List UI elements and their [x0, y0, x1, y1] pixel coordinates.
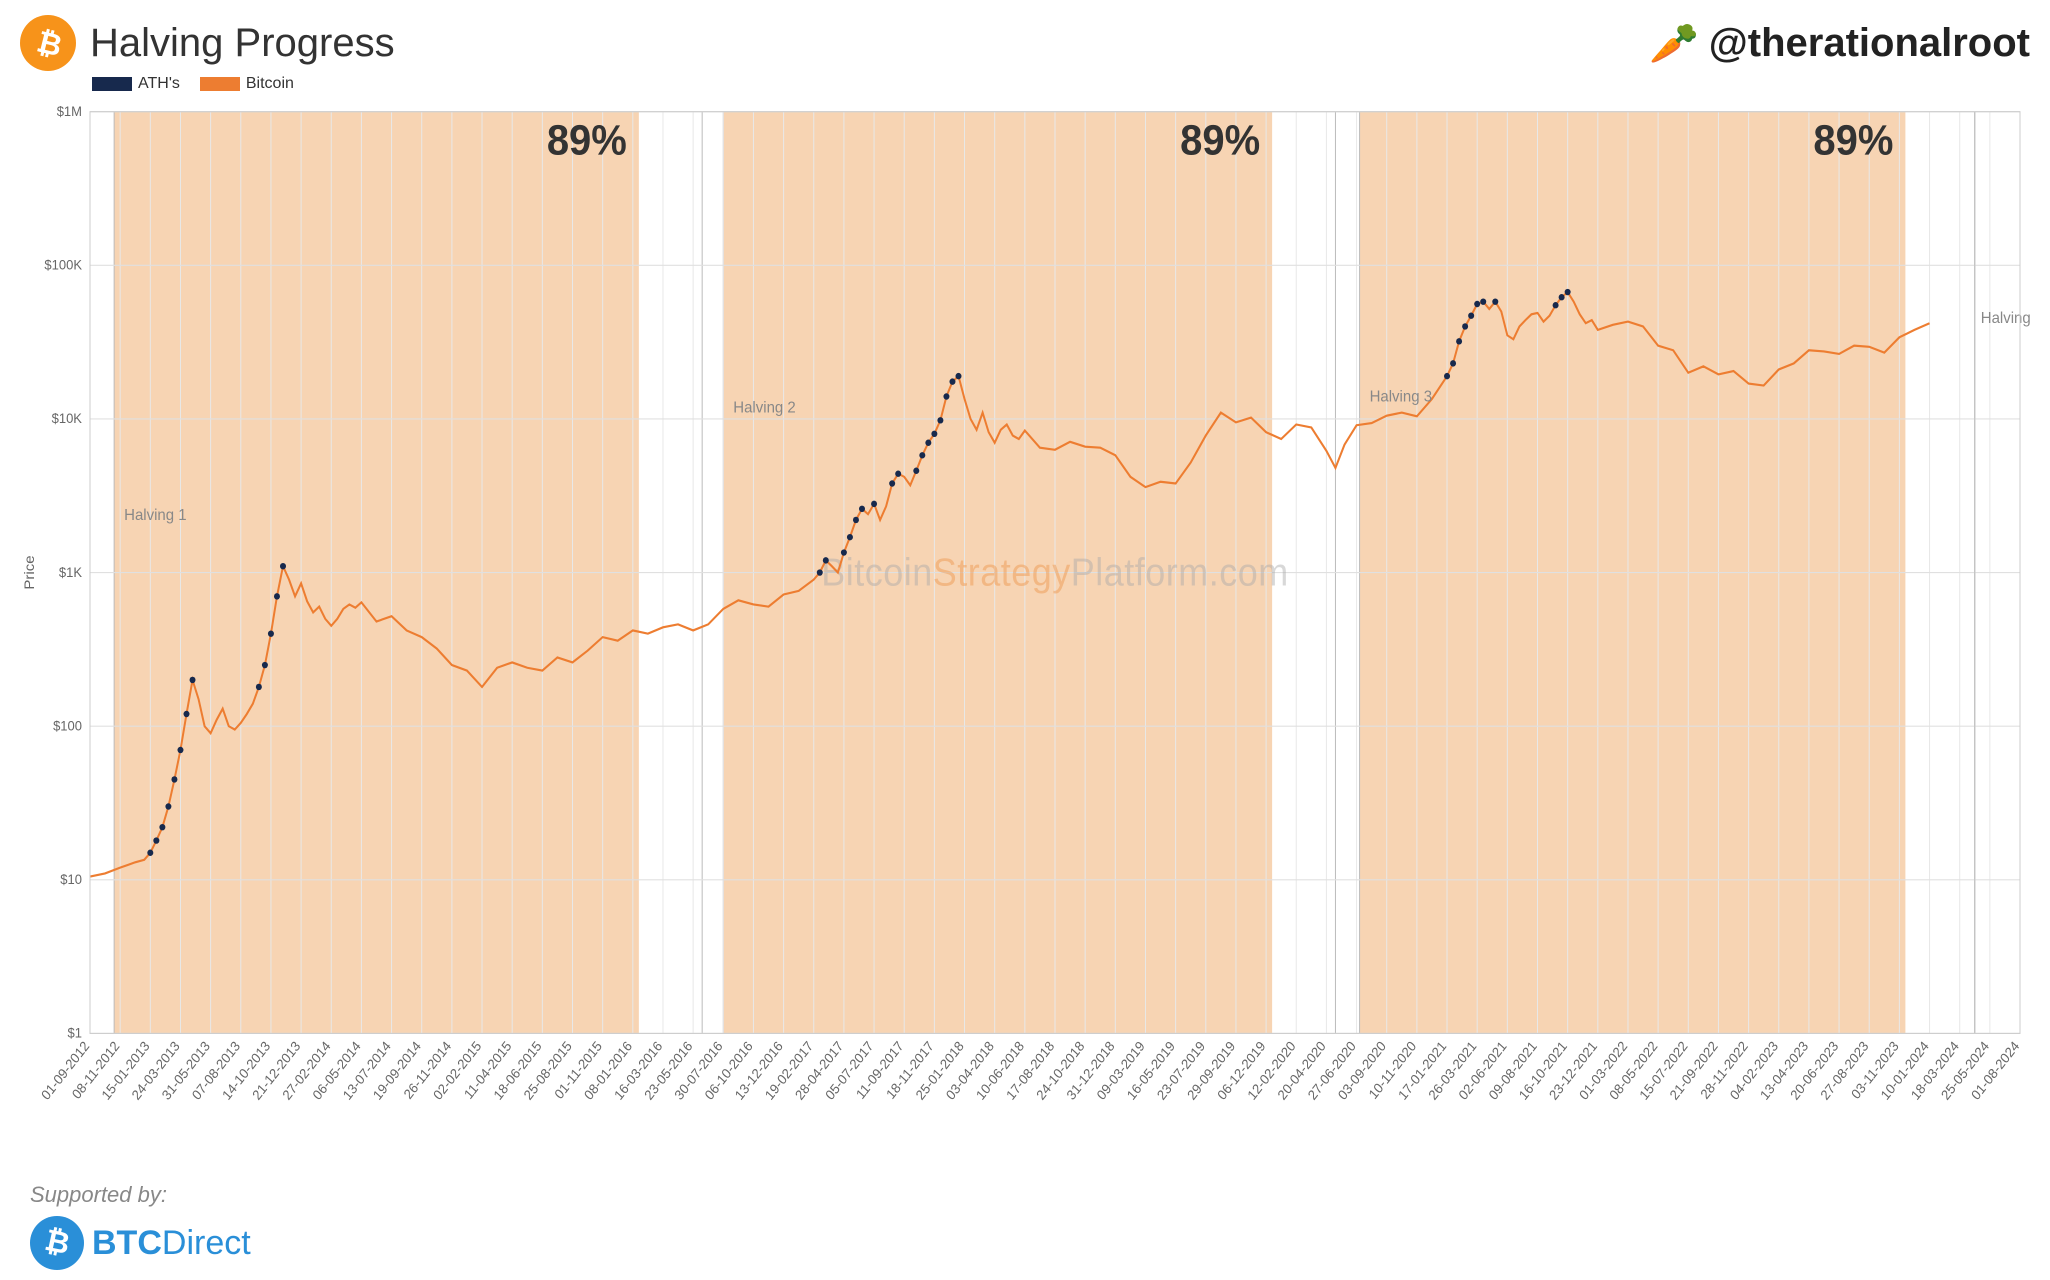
ath-point [1565, 289, 1571, 295]
ath-point [823, 557, 829, 563]
halving-label: Halving 3 [1370, 388, 1432, 406]
ath-point [268, 630, 274, 636]
ath-point [171, 776, 177, 782]
ath-point [949, 378, 955, 384]
ath-point [937, 417, 943, 423]
ath-point [847, 534, 853, 540]
author-handle: @therationalroot [1709, 21, 2030, 66]
ath-point [165, 803, 171, 809]
ath-point [147, 850, 153, 856]
svg-text:₿: ₿ [34, 25, 66, 61]
y-tick-label: $10K [52, 411, 82, 427]
ath-point [1480, 298, 1486, 304]
ath-point [256, 684, 262, 690]
progress-pct-label: 89% [547, 115, 627, 164]
y-axis-label: Price [22, 555, 37, 589]
y-tick-label: $1K [59, 564, 82, 580]
page-title: Halving Progress [90, 21, 395, 66]
ath-point [895, 470, 901, 476]
ath-point [859, 506, 865, 512]
ath-point [1492, 298, 1498, 304]
ath-point [1462, 323, 1468, 329]
y-tick-label: $100 [53, 718, 82, 734]
carrot-icon: 🥕 [1649, 20, 1699, 67]
ath-point [871, 501, 877, 507]
chart: $1$10$100$1K$10K$100K$1MPrice01-09-20120… [20, 101, 2030, 1162]
progress-pct-label: 89% [1180, 115, 1260, 164]
ath-point [841, 549, 847, 555]
ath-point [943, 393, 949, 399]
halving-label: Halving 4 [1981, 310, 2030, 328]
ath-point [925, 440, 931, 446]
y-tick-label: $100K [44, 257, 82, 273]
halving-label: Halving 2 [733, 399, 795, 417]
legend-label: ATH's [138, 75, 180, 93]
legend-item-ath: ATH's [92, 75, 180, 93]
ath-point [1553, 302, 1559, 308]
ath-point [1450, 360, 1456, 366]
header: ₿ Halving Progress 🥕 @therationalroot [20, 10, 2030, 71]
ath-point [956, 373, 962, 379]
legend-item-bitcoin: Bitcoin [200, 75, 294, 93]
ath-point [262, 662, 268, 668]
progress-pct-label: 89% [1813, 115, 1893, 164]
ath-point [159, 824, 165, 830]
y-tick-label: $10 [60, 872, 82, 888]
sponsor: ₿ BTCDirect [30, 1216, 2030, 1270]
ath-point [177, 747, 183, 753]
watermark: BitcoinStrategyPlatform.com [821, 550, 1288, 593]
ath-point [153, 837, 159, 843]
y-tick-label: $1M [57, 104, 82, 120]
ath-point [853, 517, 859, 523]
ath-point [190, 677, 196, 683]
sponsor-name: BTCDirect [92, 1224, 251, 1263]
legend: ATH's Bitcoin [92, 75, 2030, 93]
ath-point [913, 468, 919, 474]
btcdirect-logo-icon: ₿ [30, 1216, 84, 1270]
legend-label: Bitcoin [246, 75, 294, 93]
ath-point [931, 431, 937, 437]
ath-point [1444, 373, 1450, 379]
ath-point [184, 711, 190, 717]
ath-point [1559, 294, 1565, 300]
ath-point [1456, 338, 1462, 344]
bitcoin-logo-icon: ₿ [20, 15, 76, 71]
ath-point [1474, 301, 1480, 307]
ath-point [280, 563, 286, 569]
halving-label: Halving 1 [124, 507, 186, 525]
ath-point [274, 593, 280, 599]
ath-point [1468, 312, 1474, 318]
ath-point [919, 452, 925, 458]
ath-point [889, 480, 895, 486]
ath-point [817, 569, 823, 575]
supported-by-label: Supported by: [30, 1182, 2030, 1208]
